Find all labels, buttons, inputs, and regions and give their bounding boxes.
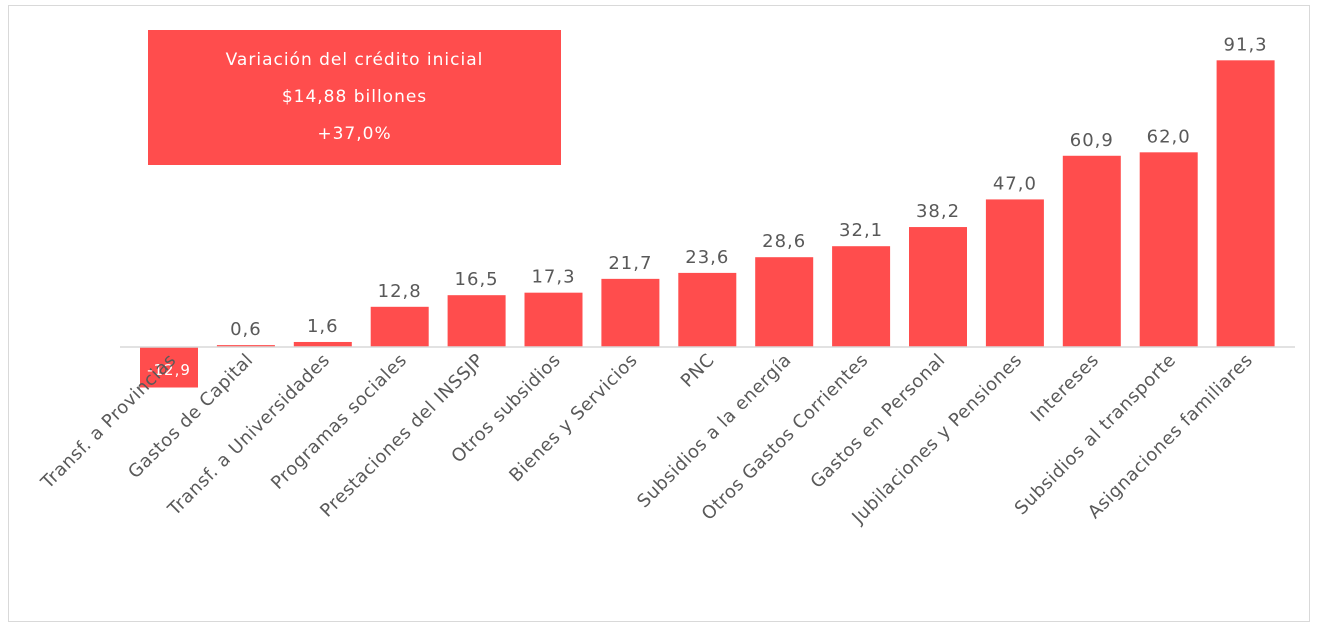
category-tick-label: Intereses: [1027, 350, 1104, 427]
data-label: 16,5: [455, 269, 499, 290]
category-tick-label: Transf. a Provincias: [36, 350, 180, 494]
bar: [447, 295, 506, 347]
data-label: 38,2: [916, 201, 960, 222]
category-tick-label: Prestaciones del INSSJP: [316, 350, 488, 522]
data-label: 0,6: [230, 319, 262, 340]
category-tick-label: PNC: [677, 350, 719, 392]
category-tick-label: Bienes y Servicios: [505, 350, 642, 487]
data-label: 1,6: [307, 316, 339, 337]
bar: [832, 246, 891, 347]
category-tick-label: Asignaciones familiares: [1084, 350, 1257, 523]
bar: [293, 341, 352, 347]
data-label: 62,0: [1147, 126, 1191, 147]
annotation-line-1: Variación del crédito inicial: [225, 50, 484, 70]
data-label: 60,9: [1070, 130, 1114, 151]
category-tick-label: Gastos en Personal: [807, 350, 950, 493]
data-label: 28,6: [762, 231, 806, 252]
bar: [370, 306, 429, 347]
bar: [216, 345, 275, 347]
data-label: 23,6: [685, 247, 729, 268]
bar: [1216, 60, 1275, 348]
data-label: 47,0: [993, 173, 1037, 194]
bar: [524, 292, 583, 347]
summary-annotation-box: Variación del crédito inicial $14,88 bil…: [148, 30, 561, 165]
category-tick-label: Subsidios a la energía: [633, 350, 795, 512]
data-label: 12,8: [378, 281, 422, 302]
data-label: 91,3: [1224, 34, 1268, 55]
bar: [1062, 155, 1121, 347]
category-tick-label: Programas sociales: [267, 350, 411, 494]
data-label: 32,1: [839, 220, 883, 241]
bar: [601, 278, 660, 347]
data-label: -12,9: [147, 361, 191, 379]
annotation-line-2: $14,88 billones: [281, 87, 428, 107]
data-label: 21,7: [608, 253, 652, 274]
bar: [985, 199, 1044, 347]
data-label: 17,3: [531, 267, 575, 288]
bar: [909, 227, 967, 347]
bar: [140, 347, 198, 388]
bar: [1139, 152, 1198, 347]
category-tick-label: Subsidios al transporte: [1011, 350, 1180, 519]
annotation-line-3: +37,0%: [317, 124, 392, 144]
bar: [678, 272, 737, 347]
bar: [755, 257, 814, 347]
